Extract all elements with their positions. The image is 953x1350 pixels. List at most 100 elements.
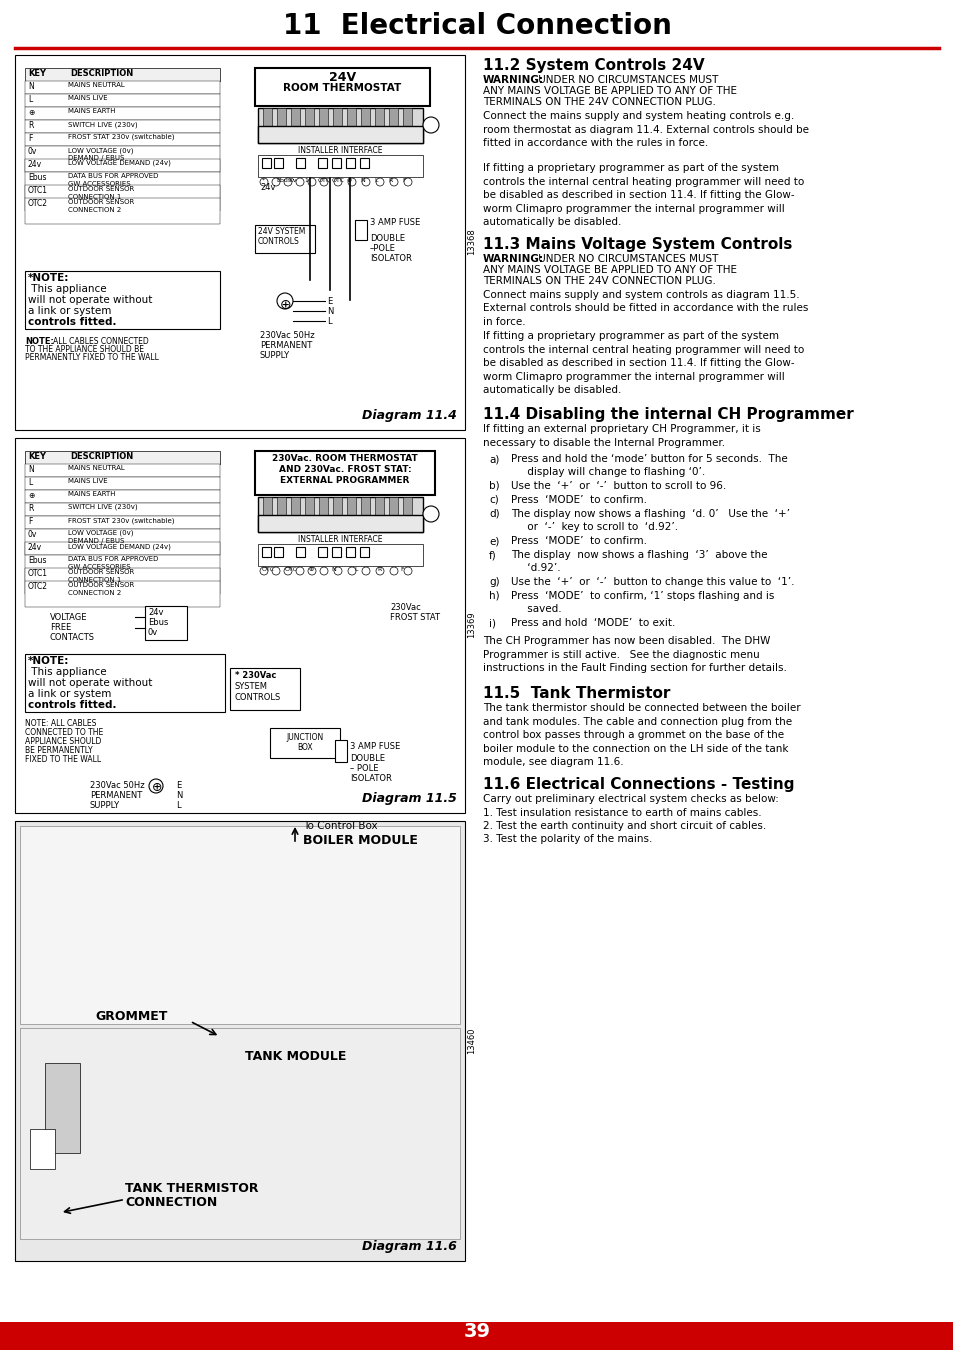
Text: Use the  ‘+’  or  ‘-’  button to scroll to 96.: Use the ‘+’ or ‘-’ button to scroll to 9… (511, 481, 725, 491)
Bar (318, 497, 328, 514)
Bar (25, 198, 220, 224)
Bar (360, 108, 370, 126)
Text: 0v: 0v (148, 628, 158, 637)
Text: 1. Test insulation resistance to earth of mains cables.: 1. Test insulation resistance to earth o… (482, 809, 760, 818)
Bar (25, 134, 220, 146)
Bar (295, 158, 305, 167)
Text: Diagram 11.6: Diagram 11.6 (362, 1241, 456, 1253)
Bar (305, 108, 314, 126)
Text: L: L (28, 95, 32, 104)
Text: Ebus: Ebus (28, 173, 47, 182)
Text: will not operate without: will not operate without (28, 296, 152, 305)
Text: CONNECTION 2: CONNECTION 2 (68, 590, 121, 595)
Text: Ebus: Ebus (275, 178, 291, 184)
Text: LOW VOLTAGE DEMAND (24v): LOW VOLTAGE DEMAND (24v) (68, 543, 171, 549)
Bar (25, 159, 220, 171)
Bar (305, 497, 314, 514)
Bar (25, 529, 220, 555)
Circle shape (260, 567, 268, 575)
Circle shape (272, 178, 280, 186)
Circle shape (361, 567, 370, 575)
Bar (257, 497, 422, 532)
Bar (25, 120, 220, 134)
Bar (262, 158, 271, 167)
Text: DEMAND / EBUS: DEMAND / EBUS (68, 155, 124, 161)
Text: 3. Test the polarity of the mains.: 3. Test the polarity of the mains. (482, 834, 652, 844)
Text: LOW VOLTAGE DEMAND (24v): LOW VOLTAGE DEMAND (24v) (68, 161, 171, 166)
Circle shape (422, 117, 438, 134)
Text: INSTALLER INTERFACE: INSTALLER INTERFACE (298, 535, 382, 544)
Text: e): e) (489, 536, 498, 545)
Bar (263, 108, 272, 126)
Bar (317, 547, 327, 558)
Text: ISOLATOR: ISOLATOR (350, 774, 392, 783)
Text: CONTROLS: CONTROLS (234, 693, 281, 702)
Text: CONNECTION: CONNECTION (125, 1196, 217, 1208)
Text: g): g) (489, 576, 499, 587)
Text: FROST STAT: FROST STAT (390, 613, 439, 622)
Text: controls fitted.: controls fitted. (28, 317, 116, 327)
Text: L: L (28, 478, 32, 487)
Text: UNDER NO CIRCUMSTANCES MUST: UNDER NO CIRCUMSTANCES MUST (535, 76, 718, 85)
Text: OTC: OTC (317, 178, 331, 184)
Bar (332, 158, 340, 167)
Text: N: N (28, 82, 33, 90)
Text: Connect the mains supply and system heating controls e.g.
room thermostat as dia: Connect the mains supply and system heat… (482, 111, 808, 148)
Text: MAINS LIVE: MAINS LIVE (68, 478, 108, 485)
Text: BOX: BOX (297, 743, 313, 752)
Text: ⊕: ⊕ (152, 782, 162, 794)
Text: OTC1: OTC1 (28, 568, 48, 578)
Text: will not operate without: will not operate without (28, 678, 152, 688)
Text: TANK MODULE: TANK MODULE (245, 1050, 346, 1062)
Text: TERMINALS ON THE 24V CONNECTION PLUG.: TERMINALS ON THE 24V CONNECTION PLUG. (482, 275, 715, 286)
Bar (25, 464, 220, 477)
Bar (30, 1129, 55, 1169)
Text: ⊕: ⊕ (346, 178, 351, 184)
Bar (257, 108, 422, 143)
Text: Carry out preliminary electrical system checks as below:: Carry out preliminary electrical system … (482, 794, 778, 805)
Text: FIXED TO THE WALL: FIXED TO THE WALL (25, 755, 101, 764)
Text: F: F (401, 178, 405, 184)
Circle shape (149, 779, 163, 792)
Bar (230, 668, 299, 710)
Text: Press and hold the ‘mode’ button for 5 seconds.  The
     display will change to: Press and hold the ‘mode’ button for 5 s… (511, 454, 787, 477)
Circle shape (284, 178, 292, 186)
Bar (332, 547, 340, 558)
Bar (262, 547, 271, 558)
Text: controls fitted.: controls fitted. (28, 701, 116, 710)
Text: N: N (175, 791, 182, 801)
Circle shape (295, 567, 304, 575)
Bar (291, 108, 299, 126)
Bar (25, 568, 220, 594)
Bar (25, 555, 220, 580)
Text: R: R (28, 122, 33, 130)
Text: 24V: 24V (329, 72, 355, 84)
Circle shape (319, 567, 328, 575)
Text: MAINS LIVE: MAINS LIVE (68, 95, 108, 101)
Text: SUPPLY: SUPPLY (90, 801, 120, 810)
Bar (317, 158, 327, 167)
Text: 24v: 24v (148, 608, 163, 617)
Text: 11.6 Electrical Connections - Testing: 11.6 Electrical Connections - Testing (482, 778, 794, 792)
Text: LOW VOLTAGE (0v): LOW VOLTAGE (0v) (68, 147, 133, 154)
Bar (270, 728, 339, 757)
Bar (359, 158, 369, 167)
Bar (25, 490, 220, 504)
Text: ALL CABLES CONNECTED: ALL CABLES CONNECTED (53, 338, 149, 346)
Bar (276, 108, 286, 126)
Text: 39: 39 (463, 1322, 490, 1341)
Circle shape (284, 567, 292, 575)
Text: E: E (327, 297, 332, 306)
Circle shape (390, 567, 397, 575)
Bar (45, 1062, 80, 1153)
Bar (20, 1027, 459, 1239)
Bar (257, 155, 422, 177)
Circle shape (334, 567, 341, 575)
Text: 24v: 24v (28, 543, 42, 552)
Text: CONNECTION 2: CONNECTION 2 (68, 207, 121, 213)
Text: N: N (327, 306, 333, 316)
Bar (389, 497, 397, 514)
Text: f): f) (489, 549, 497, 560)
Text: The tank thermistor should be connected between the boiler
and tank modules. The: The tank thermistor should be connected … (482, 703, 800, 767)
Text: PERMANENTLY FIXED TO THE WALL: PERMANENTLY FIXED TO THE WALL (25, 352, 159, 362)
